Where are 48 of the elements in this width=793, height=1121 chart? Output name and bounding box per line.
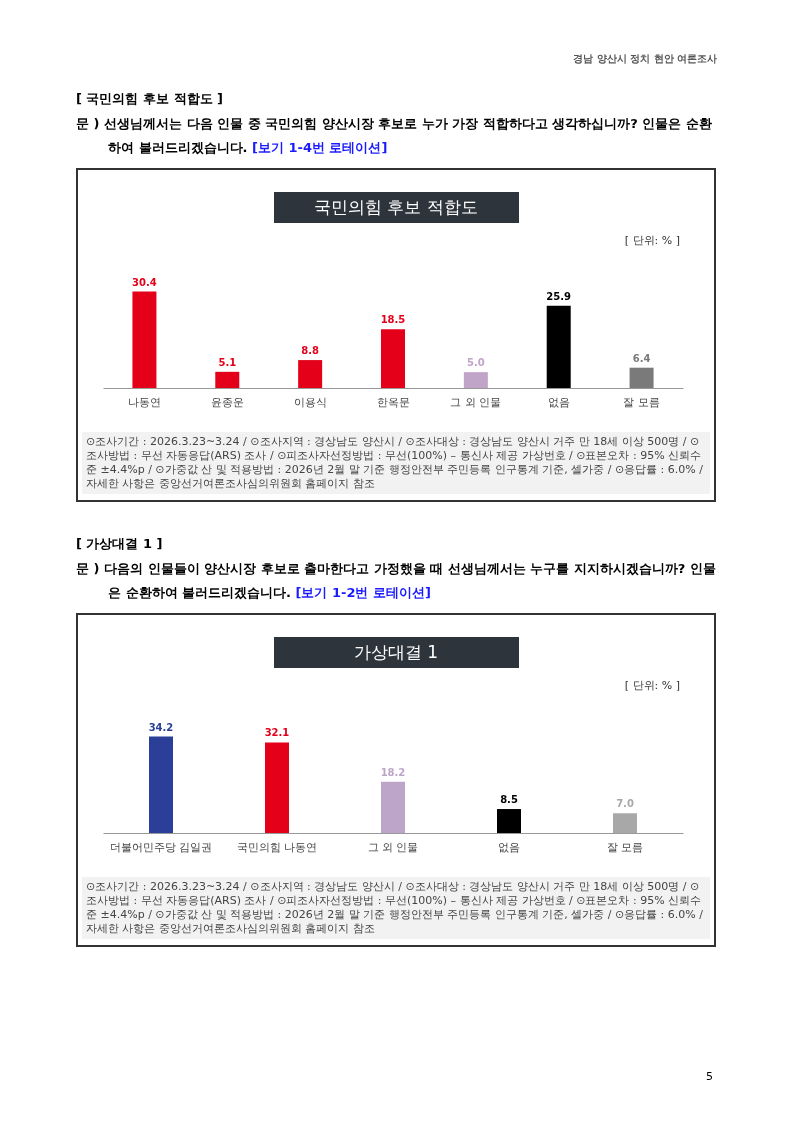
data-label: 5.0: [467, 357, 485, 369]
bar: [215, 371, 240, 388]
x-tick-label: 국민의힘 나동연: [236, 840, 318, 854]
bar: [298, 360, 323, 388]
x-tick-label: 잘 모름: [606, 840, 644, 854]
bar: [381, 781, 405, 833]
x-tick-label: 이용식: [293, 395, 327, 409]
x-tick-label: 더불어민주당 김일권: [109, 840, 213, 854]
text: [ 국민의힘 후보 적합도 ]: [76, 90, 224, 108]
text: 경남 양산시 정치 현안 여론조사: [573, 52, 717, 66]
x-tick-label: 그 외 인물: [450, 395, 502, 409]
data-label: 5.1: [218, 356, 237, 368]
text: [ 단위: % ]: [623, 233, 680, 248]
bar: [613, 813, 637, 833]
x-tick-label: 잘 모름: [623, 395, 660, 409]
x-tick-label: 윤종운: [210, 395, 244, 409]
data-label: 34.2: [148, 721, 174, 733]
bar: [149, 736, 173, 833]
bar: [497, 809, 521, 833]
bar: [265, 742, 289, 833]
x-tick-label: 없음: [547, 395, 570, 409]
x-tick-label: 없음: [498, 840, 520, 854]
bar: [463, 372, 488, 388]
data-label: 18.2: [380, 766, 406, 778]
x-tick-label: 그 외 인물: [367, 840, 419, 854]
text: [ 단위: % ]: [623, 678, 680, 693]
text: ⊙조사기간 : 2026.3.23~3.24 / ⊙조사지역 : 경상남도 양산시 / ⊙조사대상 : 경상남도 양산시 거주 만 18세 이상 500명 / ⊙조사방법 : 무선 자동응답(ARS) 조사 / ⊙피조사자선정방법 : 무선(100%) – 통신사 제공 가상번호 / ⊙표본오차 : 95% 신뢰수준 ±4.4%p / ⊙가중값 산 및 적용방법 : 2026년 2월 말 기준 행정안전부 주민등록 인구통계 기준, 셀가중 / ⊙응답률 : 6.0% / 자세한 사항은 중앙선거여론조사심의위원회 홈페이지 참조: [82, 432, 710, 494]
data-label: 18.5: [380, 314, 406, 326]
text: ⊙조사기간 : 2026.3.23~3.24 / ⊙조사지역 : 경상남도 양산시 / ⊙조사대상 : 경상남도 양산시 거주 만 18세 이상 500명 / ⊙조사방법 : 무선 자동응답(ARS) 조사 / ⊙피조사자선정방법 : 무선(100%) – 통신사 제공 가상번호 / ⊙표본오차 : 95% 신뢰수준 ±4.4%p / ⊙가중값 산 및 적용방법 : 2026년 2월 말 기준 행정안전부 주민등록 인구통계 기준, 셀가중 / ⊙응답률 : 6.0% / 자세한 사항은 중앙선거여론조사심의위원회 홈페이지 참조: [82, 877, 710, 939]
data-label: 30.4: [132, 276, 157, 288]
data-label: 8.8: [301, 345, 320, 357]
chart-title: 국민의힘 후보 적합도: [273, 192, 519, 223]
chart-title: 가상대결 1: [273, 637, 519, 668]
x-tick-label: 한옥문: [376, 395, 410, 409]
text: 문 ) 다음의 인물들이 양산시장 후보로 출마한다고 가정했을 때 선생님께서는 누구를 지지하시겠습니까? 인물은 순환하여 불러드리겠습니다. [보기 1-2번 로테이션]: [76, 560, 716, 602]
text: [ 가상대결 1 ]: [76, 535, 164, 553]
bar: [132, 291, 157, 388]
data-label: 8.5: [500, 794, 518, 806]
data-label: 32.1: [264, 727, 290, 739]
text: 문 ) 선생님께서는 다음 인물 중 국민의힘 양산시장 후보로 누가 가장 적합하다고 생각하십니까? 인물은 순환하여 불러드리겠습니다. [보기 1-4번 로테이션]: [76, 115, 713, 157]
bar: [546, 305, 571, 388]
text: 5: [706, 1070, 713, 1083]
bar: [381, 329, 405, 388]
data-label: 7.0: [616, 798, 634, 810]
data-label: 25.9: [546, 290, 572, 302]
data-label: 6.4: [632, 352, 651, 364]
bar: [629, 367, 654, 388]
x-tick-label: 나동연: [127, 395, 161, 409]
